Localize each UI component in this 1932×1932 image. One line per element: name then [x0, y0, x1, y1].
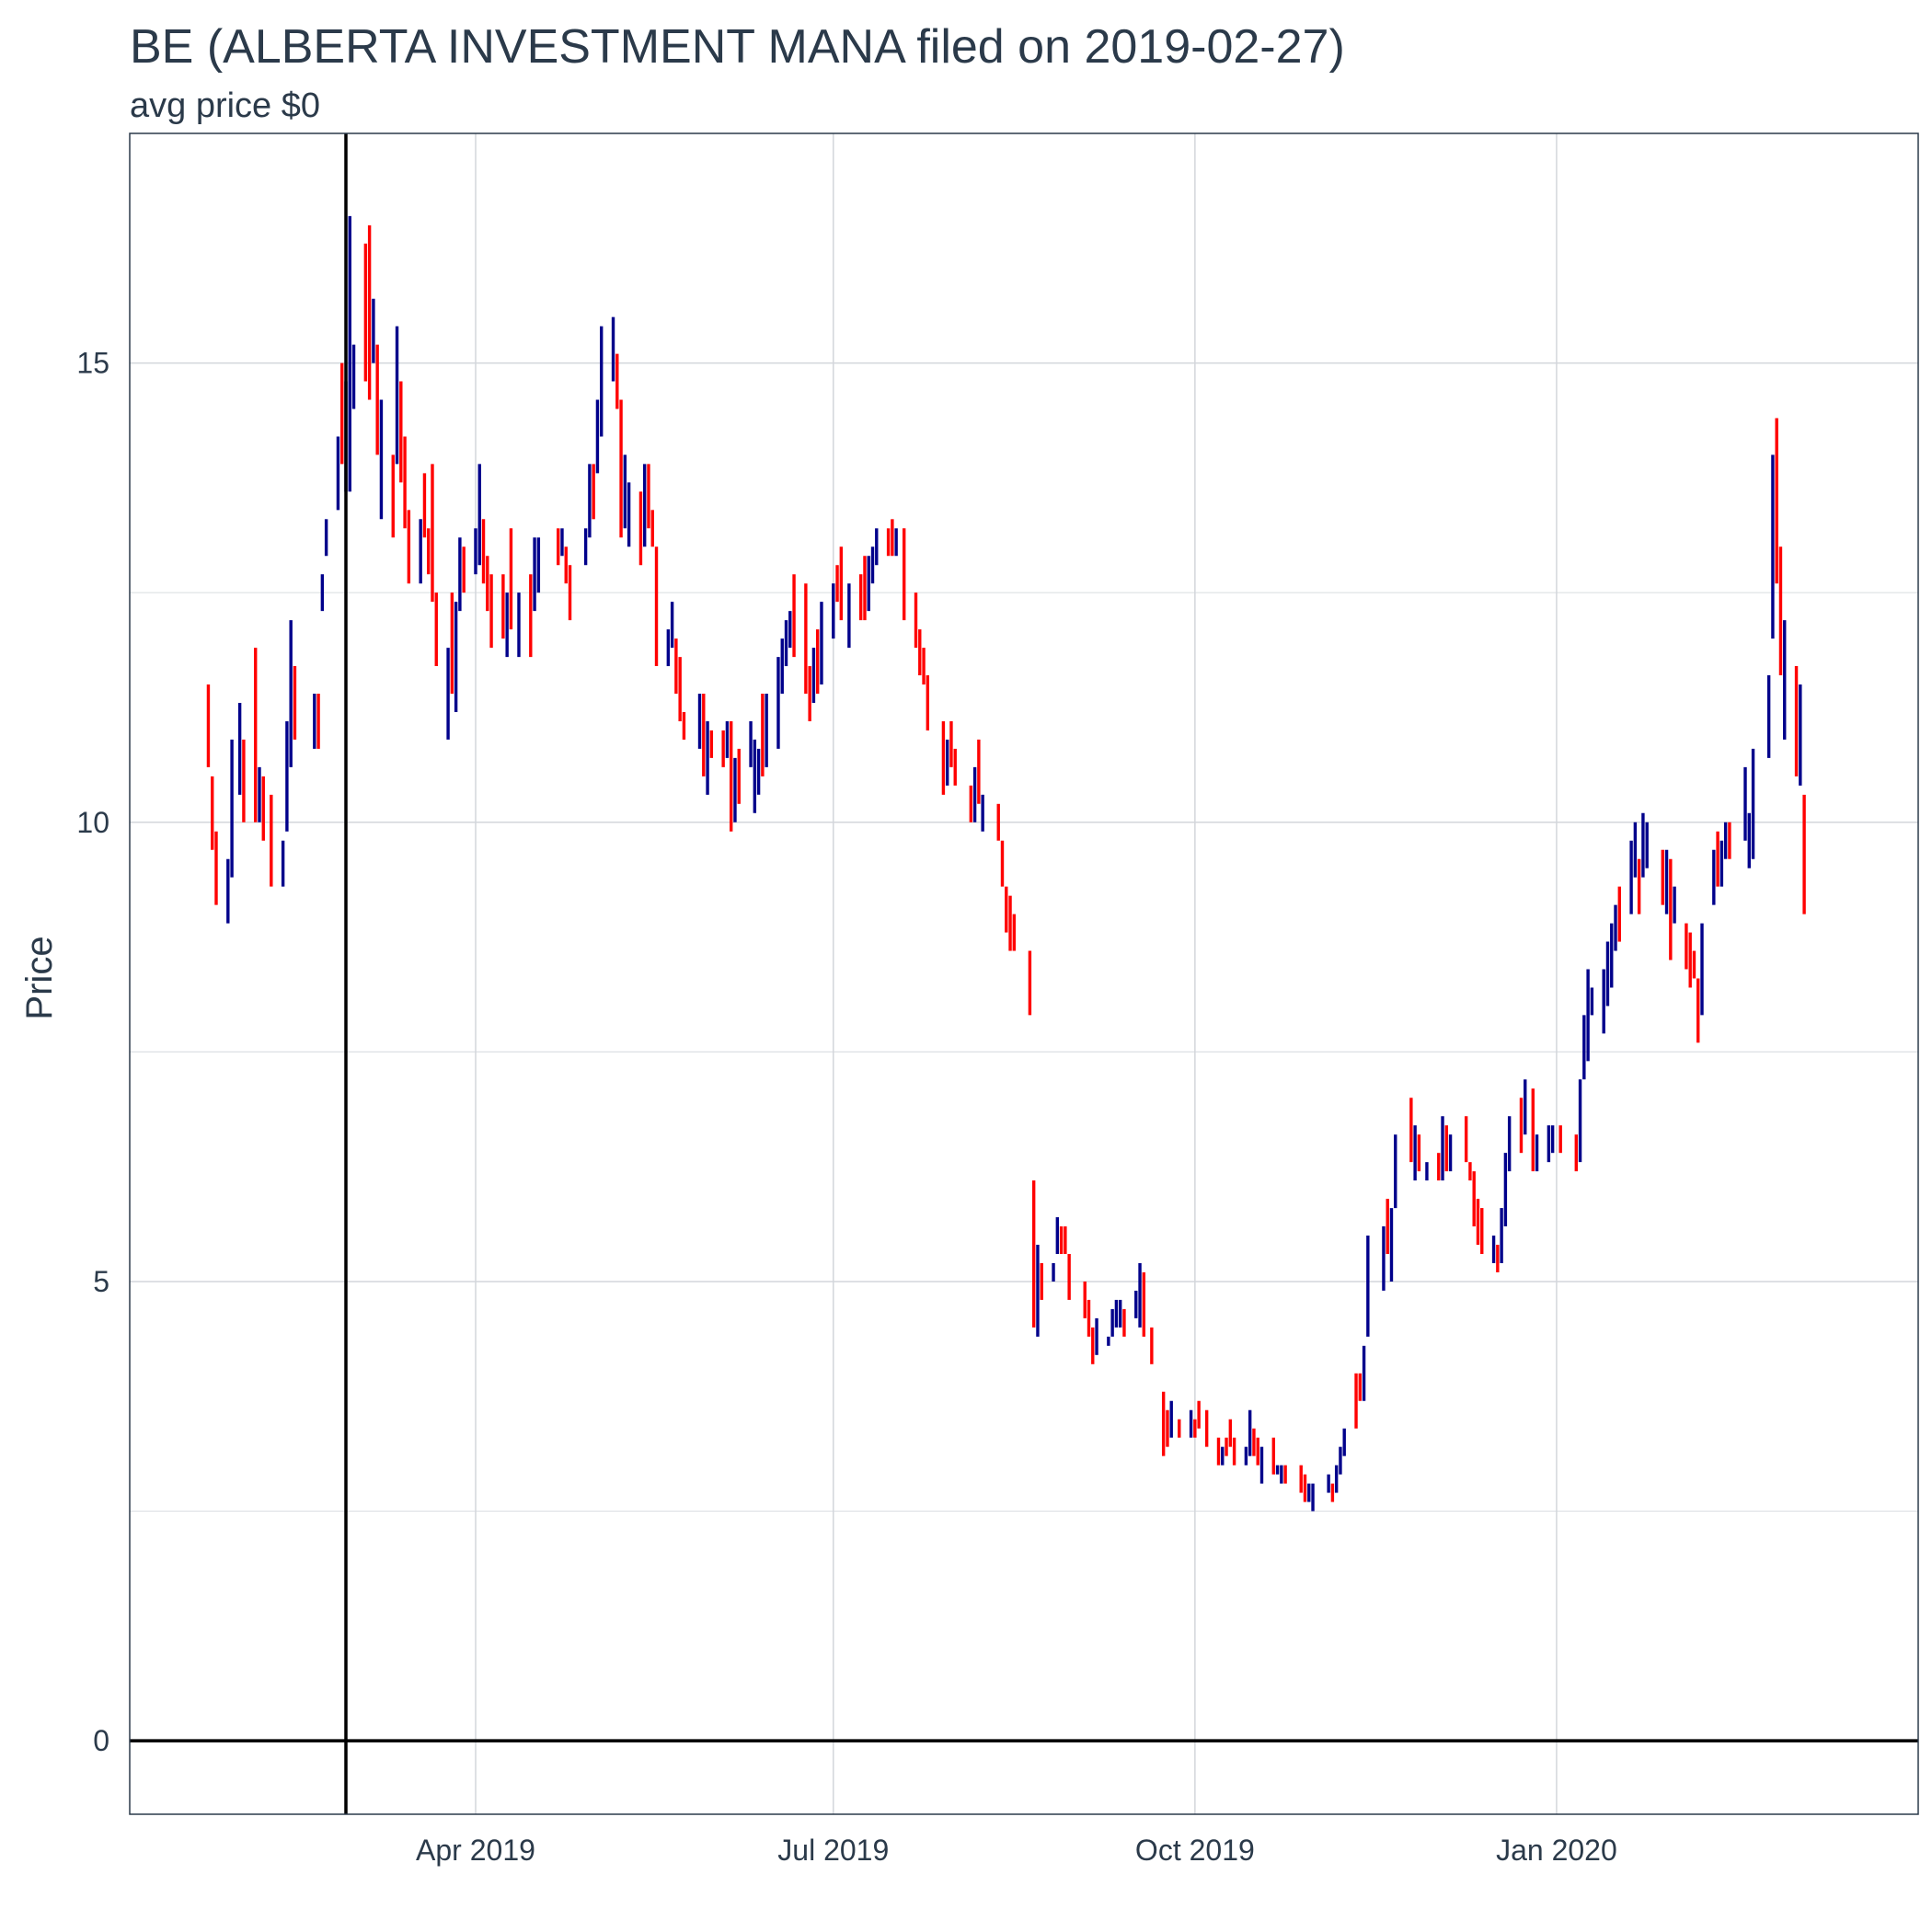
axis-labels: 0 5 10 15 Apr 2019 Jul 2019 Oct 2019 Jan 2020	[76, 347, 1616, 1867]
grid-layer	[130, 133, 1918, 1814]
chart-subtitle: avg price $0	[130, 86, 320, 125]
y-tick-label: 15	[76, 347, 109, 380]
y-tick-label: 5	[93, 1265, 109, 1298]
bars-layer	[206, 215, 1806, 1512]
x-tick-label: Oct 2019	[1135, 1834, 1255, 1867]
chart-title: BE (ALBERTA INVESTMENT MANA filed on 201…	[130, 20, 1345, 74]
x-tick-label: Jan 2020	[1496, 1834, 1617, 1867]
y-tick-label: 0	[93, 1724, 109, 1757]
reference-lines	[130, 133, 1918, 1814]
y-tick-label: 10	[76, 806, 109, 839]
plot-frame	[129, 132, 1919, 1815]
x-tick-label: Apr 2019	[416, 1834, 535, 1867]
y-axis-label: Price	[19, 936, 60, 1019]
x-tick-label: Jul 2019	[777, 1834, 889, 1867]
